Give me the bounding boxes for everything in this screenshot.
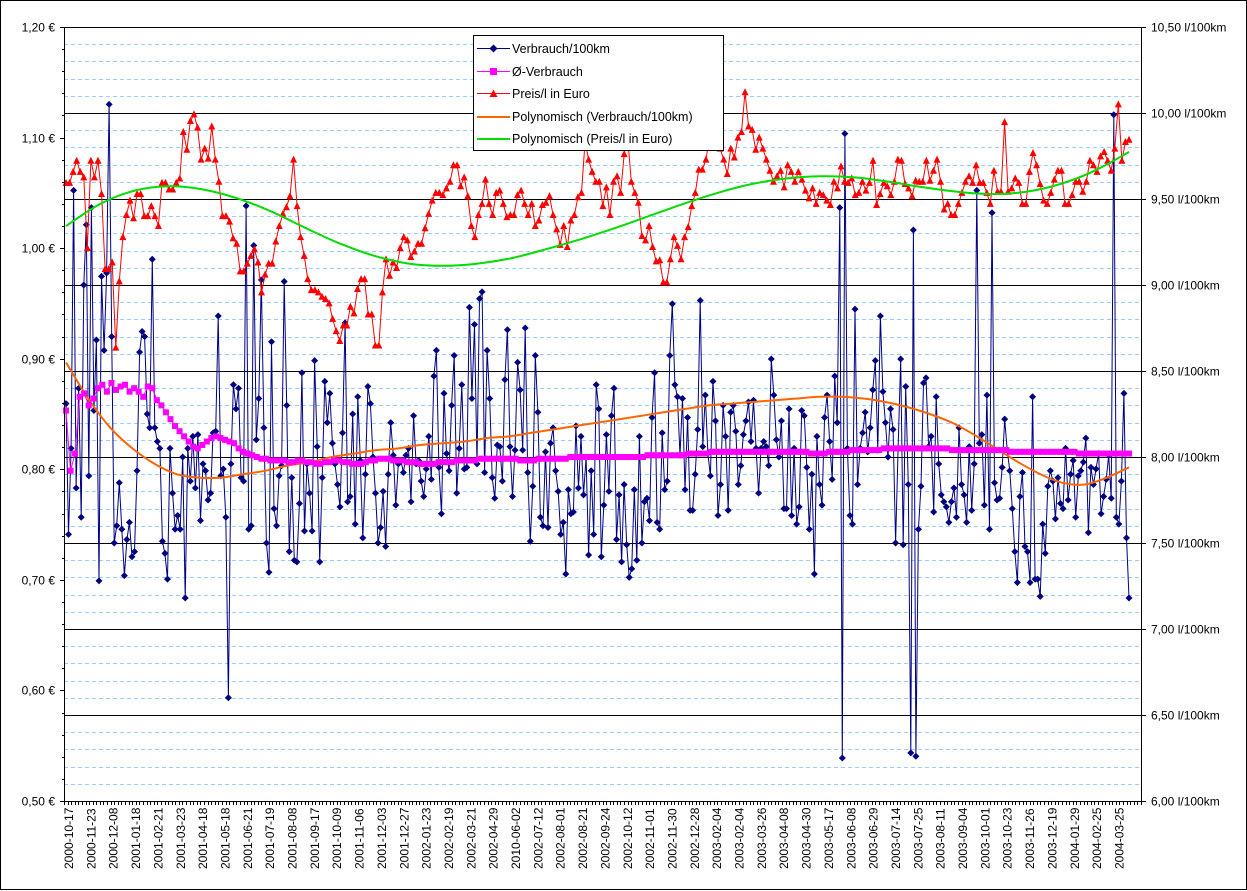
x-axis-tick-label: 2010-06-02 xyxy=(509,807,523,869)
right-axis-tick-label: 7,50 l/100km xyxy=(1151,537,1220,551)
x-axis-tick-label: 2002-08-01 xyxy=(554,807,568,869)
x-axis-tick-label: 2003-12-19 xyxy=(1045,807,1059,869)
right-axis-tick-label: 6,50 l/100km xyxy=(1151,709,1220,723)
x-axis-tick-label: 2002-10-12 xyxy=(621,807,635,869)
x-axis-tick-label: 2002-12-28 xyxy=(688,807,702,869)
right-axis-tick-label: 10,00 l/100km xyxy=(1151,107,1226,121)
x-axis-tick-label: 2003-04-30 xyxy=(800,807,814,869)
left-axis-tick-label: 1,20 € xyxy=(22,21,56,35)
left-axis-tick-label: 1,00 € xyxy=(22,242,56,256)
series-polynomisch-preis-l-in-euro- xyxy=(65,151,1130,267)
x-axis-tick-label: 2003-09-04 xyxy=(956,807,970,869)
diamond-marker-icon xyxy=(477,43,510,55)
x-axis-tick-label: 2000-10-17 xyxy=(62,807,76,869)
x-axis-tick-label: 2003-11-26 xyxy=(1023,808,1037,869)
left-axis-tick-label: 0,90 € xyxy=(22,353,56,367)
x-axis-tick-label: 2001-08-08 xyxy=(286,807,300,869)
legend-item-poly-preis: Polynomisch (Preis/l in Euro) xyxy=(474,128,723,151)
x-axis-tick-label: 2002-04-29 xyxy=(487,807,501,869)
right-axis-tick-label: 9,00 l/100km xyxy=(1151,279,1220,293)
square-marker-icon xyxy=(477,66,510,78)
right-axis-tick-label: 8,50 l/100km xyxy=(1151,365,1220,379)
legend-label: Polynomisch (Verbrauch/100km) xyxy=(512,109,693,124)
x-axis-tick-label: 2004-01-29 xyxy=(1068,807,1082,869)
legend-label: Polynomisch (Preis/l in Euro) xyxy=(512,132,673,147)
left-axis-tick-label: 0,70 € xyxy=(22,574,56,588)
right-axis-tick-label: 10,50 l/100km xyxy=(1151,21,1226,35)
legend-item-verbrauch: Verbrauch/100km xyxy=(474,38,723,61)
right-axis-tick-label: 6,00 l/100km xyxy=(1151,795,1220,809)
right-axis-tick-label: 8,00 l/100km xyxy=(1151,451,1220,465)
right-axis-tick-label: 7,00 l/100km xyxy=(1151,623,1220,637)
x-axis-tick-label: 2002-09-24 xyxy=(598,807,612,869)
axes: 1,20 € 1,10 € 1,00 € 0,90 € 0,80 € 0,70 € 0,60… xyxy=(22,21,1227,870)
x-axis-tick-label: 2003-04-08 xyxy=(777,807,791,869)
x-axis-tick-label: 2003-05-17 xyxy=(822,807,836,869)
x-axis-tick-label: 2002-08-21 xyxy=(576,807,590,869)
series--verbrauch xyxy=(63,380,1132,474)
x-axis-tick-label: 2001-07-19 xyxy=(263,807,277,869)
legend-label: Verbrauch/100km xyxy=(512,42,610,57)
x-axis-tick-label: 2002-11-01 xyxy=(643,808,657,869)
x-axis-tick-label: 2001-03-23 xyxy=(174,807,188,869)
series-lines xyxy=(62,88,1133,762)
x-axis-tick-label: 2003-07-25 xyxy=(911,807,925,869)
x-axis-tick-label: 2004-02-25 xyxy=(1090,807,1104,869)
line-swatch-icon xyxy=(477,133,510,145)
x-axis-tick-label: 2003-10-01 xyxy=(978,807,992,869)
legend-item-poly-verbrauch: Polynomisch (Verbrauch/100km) xyxy=(474,106,723,129)
legend-label: Ø-Verbrauch xyxy=(512,64,583,79)
x-axis-tick-label: 2002-07-12 xyxy=(531,807,545,869)
left-axis-tick-label: 0,60 € xyxy=(22,684,56,698)
legend-item-avg-verbrauch: Ø-Verbrauch xyxy=(474,61,723,84)
x-axis-tick-label: 2002-03-21 xyxy=(464,807,478,869)
x-axis-tick-label: 2001-04-18 xyxy=(196,807,210,869)
x-axis-tick-label: 2003-03-26 xyxy=(755,807,769,869)
triangle-marker-icon xyxy=(477,88,510,100)
gridlines xyxy=(64,27,1141,802)
series-verbrauch-100km xyxy=(62,100,1133,762)
x-axis-tick-label: 2003-10-23 xyxy=(1001,807,1015,869)
series-polynomisch-verbrauch-100km- xyxy=(65,361,1130,486)
left-axis-tick-label: 0,80 € xyxy=(22,463,56,477)
chart-legend: Verbrauch/100km Ø-Verbrauch Preis/l in E… xyxy=(473,35,724,151)
x-axis-tick-label: 2001-12-27 xyxy=(397,807,411,869)
line-swatch-icon xyxy=(477,111,510,123)
x-axis-tick-label: 2001-10-09 xyxy=(330,807,344,869)
x-axis-tick-label: 2001-05-18 xyxy=(219,807,233,869)
x-axis-tick-label: 2001-02-21 xyxy=(151,807,165,869)
left-axis-tick-label: 0,50 € xyxy=(22,795,56,809)
x-axis-tick-label: 2002-02-19 xyxy=(442,807,456,869)
x-axis-tick-label: 2002-01-23 xyxy=(420,807,434,869)
x-axis-tick-label: 2001-09-17 xyxy=(308,807,322,869)
x-axis-tick-label: 2001-01-18 xyxy=(129,807,143,869)
x-axis-tick-label: 2004-03-25 xyxy=(1113,807,1127,869)
x-axis-tick-label: 2003-08-11 xyxy=(934,808,948,869)
x-axis-tick-label: 2003-06-29 xyxy=(867,807,881,869)
x-axis-tick-label: 2000-12-08 xyxy=(107,807,121,869)
x-axis-tick-label: 2003-07-14 xyxy=(889,807,903,869)
legend-item-preis: Preis/l in Euro xyxy=(474,83,723,106)
x-axis-tick-label: 2003-06-08 xyxy=(844,807,858,869)
x-axis-tick-label: 2001-11-06 xyxy=(353,808,367,869)
x-axis-tick-label: 2001-12-03 xyxy=(375,807,389,869)
legend-label: Preis/l in Euro xyxy=(512,87,590,102)
x-axis-tick-label: 2000-11-23 xyxy=(84,808,98,869)
x-axis-tick-label: 2001-06-21 xyxy=(241,807,255,869)
x-axis-tick-label: 2003-02-04 xyxy=(733,807,747,869)
right-axis-tick-label: 9,50 l/100km xyxy=(1151,193,1220,207)
x-axis-tick-label: 2003-02-04 xyxy=(710,807,724,869)
left-axis-tick-label: 1,10 € xyxy=(22,132,56,146)
x-axis-tick-label: 2002-11-30 xyxy=(666,808,680,869)
